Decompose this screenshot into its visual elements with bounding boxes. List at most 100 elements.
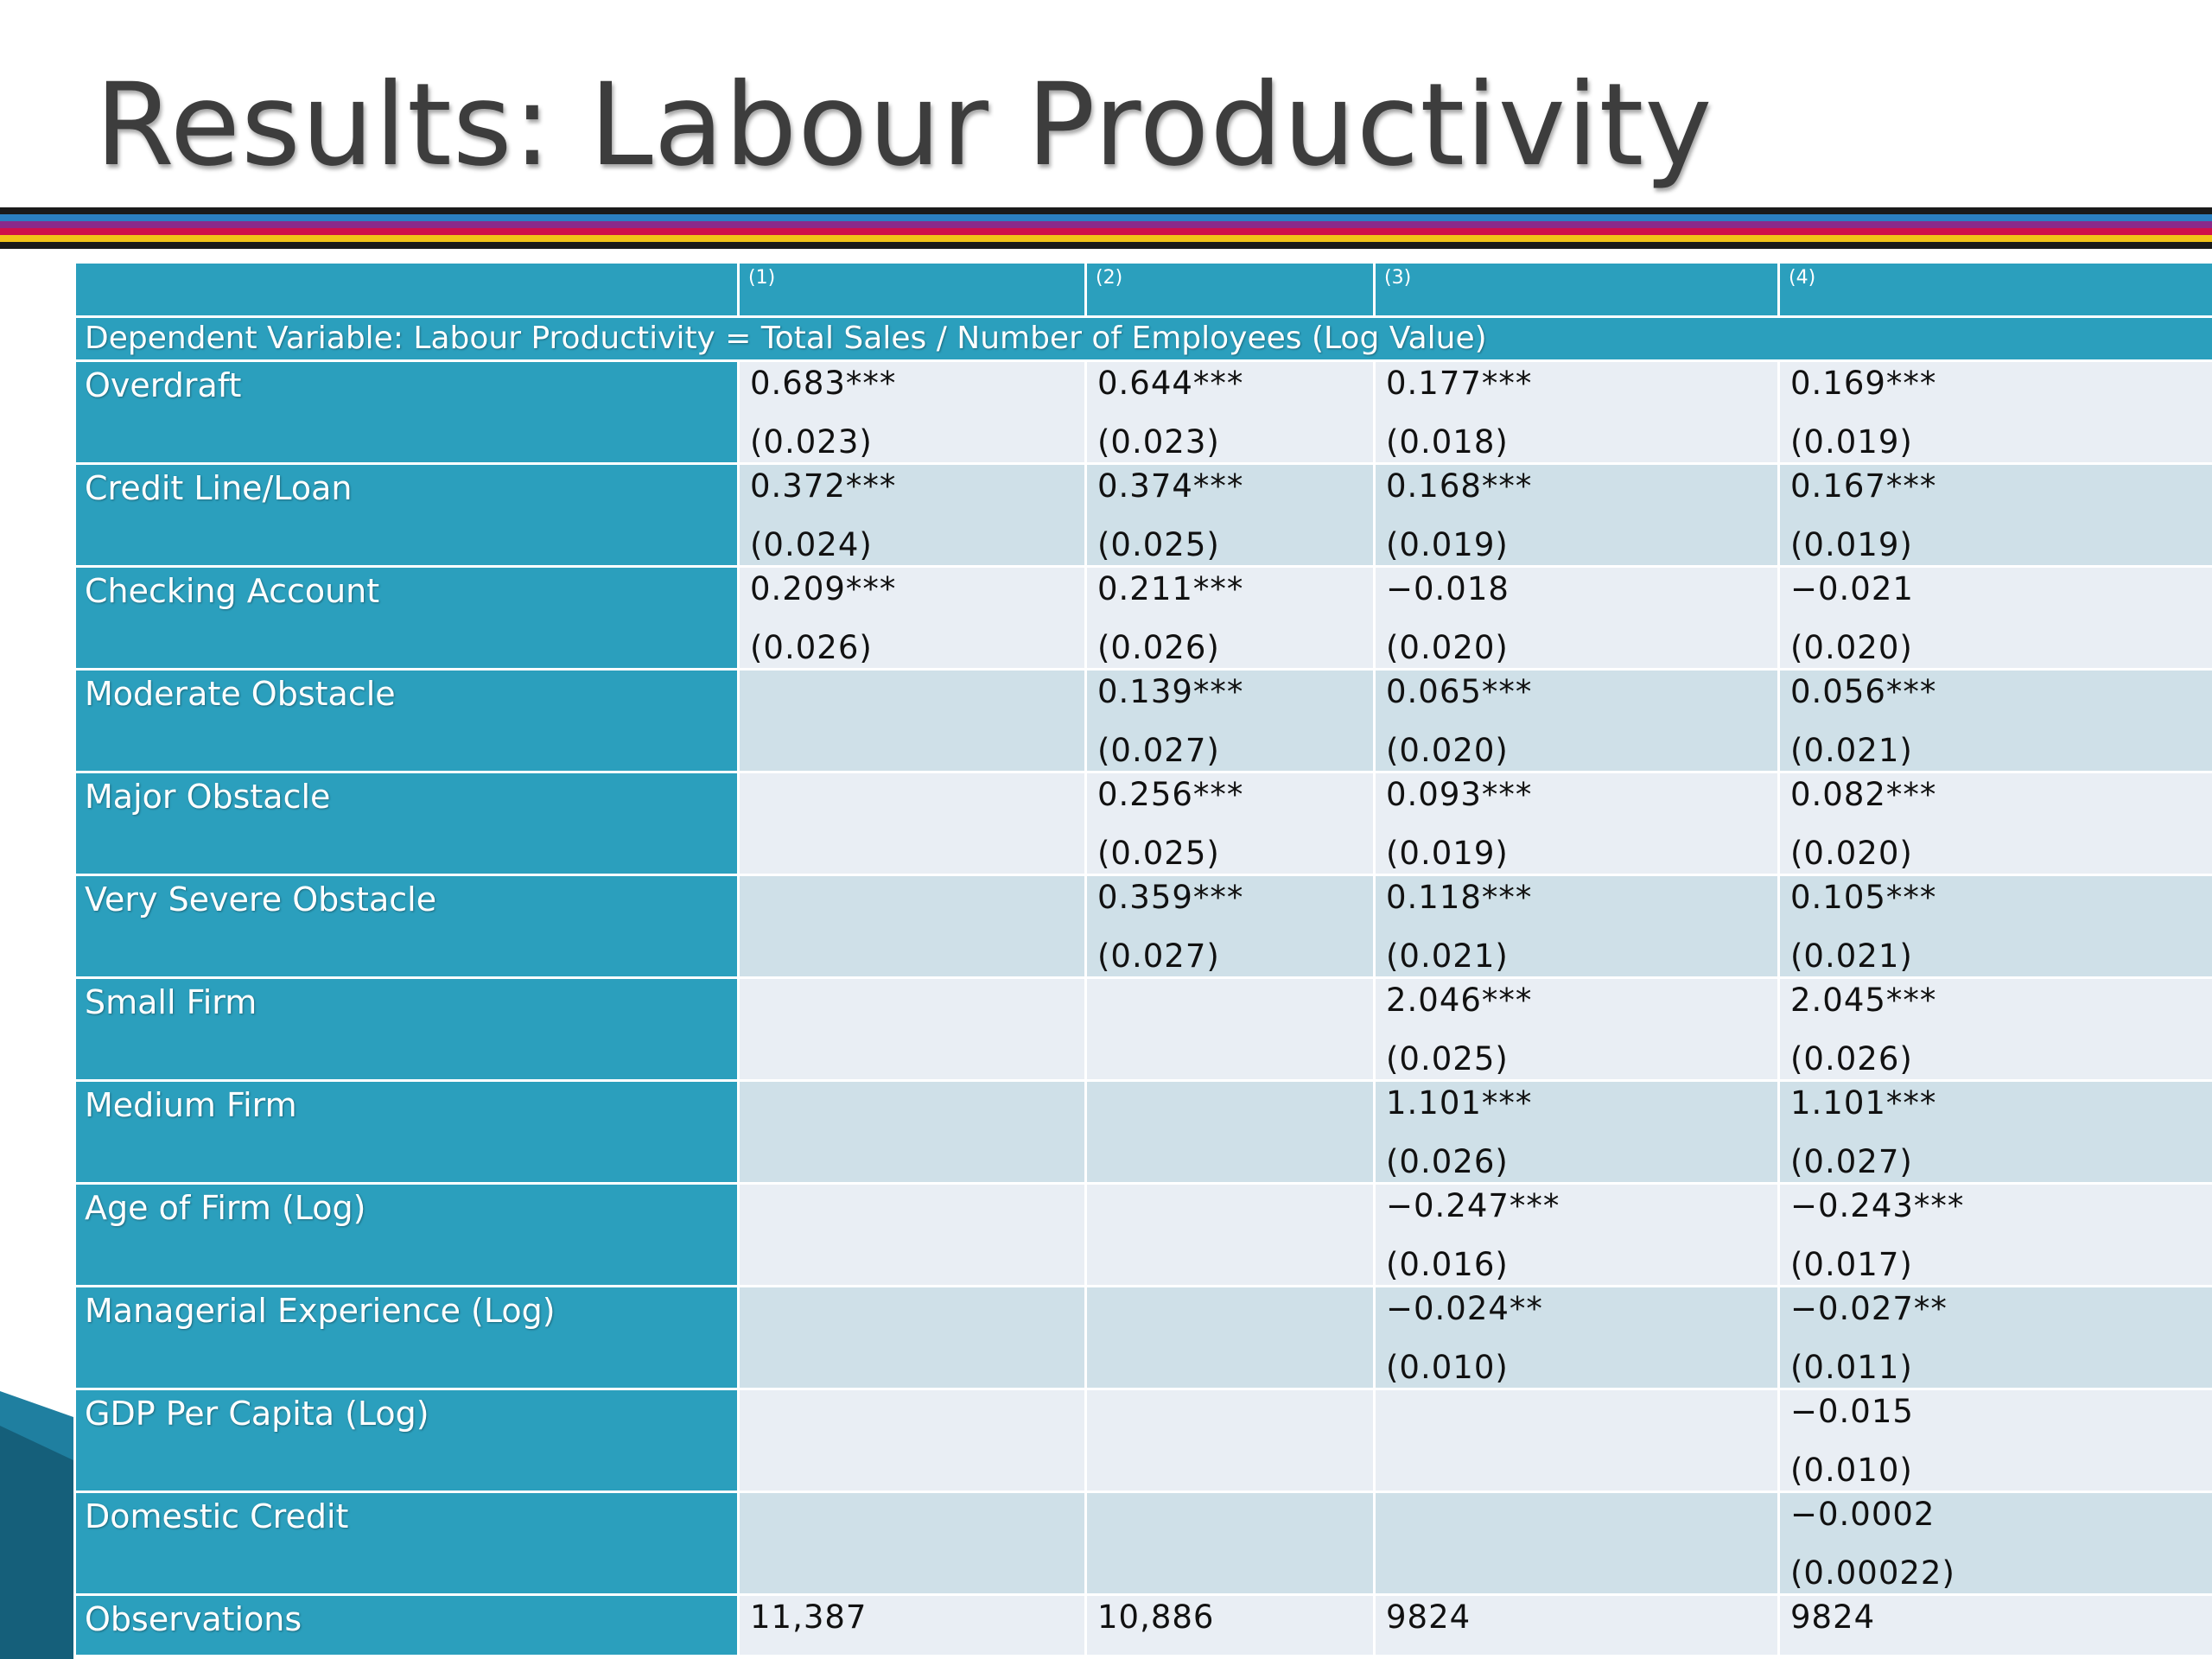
row-label: Major Obstacle — [85, 778, 331, 816]
value-cell: −0.247*** (0.016) — [1373, 1182, 1780, 1287]
row-label: Overdraft — [85, 366, 242, 404]
row-label: Age of Firm (Log) — [85, 1189, 366, 1227]
row-label: Domestic Credit — [85, 1497, 349, 1535]
coefficient — [1376, 1493, 1777, 1495]
row-label: Credit Line/Loan — [85, 469, 353, 507]
coefficient: −0.018 — [1386, 570, 1510, 607]
value-cell — [1084, 1388, 1376, 1493]
coefficient — [740, 1287, 1084, 1289]
coefficient — [740, 1493, 1084, 1495]
value-cell: 0.169*** (0.019) — [1777, 359, 2212, 465]
standard-error: (0.026) — [750, 629, 873, 666]
coefficient — [1087, 1082, 1373, 1084]
row-label-cell: GDP Per Capita (Log) — [73, 1388, 740, 1493]
row-label-cell: Checking Account — [73, 565, 740, 671]
value-cell: 0.209*** (0.026) — [737, 565, 1087, 671]
coefficient — [740, 876, 1084, 878]
column-header: (4) — [1777, 261, 2212, 318]
observations-cell: 11,387 — [737, 1593, 1087, 1657]
coefficient: −0.015 — [1790, 1393, 1914, 1430]
standard-error: (0.027) — [1790, 1143, 1913, 1180]
row-label-cell: Small Firm — [73, 976, 740, 1082]
coefficient: 2.046*** — [1386, 982, 1533, 1019]
value-cell: 1.101*** (0.027) — [1777, 1079, 2212, 1185]
value-cell: 0.644*** (0.023) — [1084, 359, 1376, 465]
value-cell: 0.093*** (0.019) — [1373, 771, 1780, 876]
table-row: Major Obstacle 0.256*** (0.025) 0.093*** (0.… — [73, 771, 2212, 876]
standard-error: (0.00022) — [1790, 1554, 1955, 1592]
value-cell — [1373, 1388, 1780, 1493]
value-cell: 0.683*** (0.023) — [737, 359, 1087, 465]
title-divider-stripes — [0, 207, 2212, 256]
column-number: (2) — [1096, 267, 1123, 289]
table-row: Overdraft 0.683*** (0.023) 0.644*** (0.023) 0… — [73, 359, 2212, 465]
row-label-cell: Overdraft — [73, 359, 740, 465]
coefficient: 0.168*** — [1386, 467, 1533, 505]
dependent-variable-row: Dependent Variable: Labour Productivity … — [73, 315, 2212, 362]
value-cell — [737, 1079, 1087, 1185]
observations-value: 9824 — [1386, 1599, 1471, 1636]
coefficient: 0.211*** — [1097, 570, 1244, 607]
value-cell — [1084, 1182, 1376, 1287]
coefficient — [740, 671, 1084, 672]
coefficient: 0.256*** — [1097, 776, 1244, 813]
table-row: Checking Account 0.209*** (0.026) 0.211*** (… — [73, 565, 2212, 671]
coefficient: 1.101*** — [1790, 1084, 1937, 1122]
row-label: Small Firm — [85, 983, 257, 1021]
standard-error: (0.020) — [1386, 629, 1509, 666]
coefficient — [740, 1185, 1084, 1186]
value-cell: 0.168*** (0.019) — [1373, 462, 1780, 568]
standard-error: (0.010) — [1790, 1452, 1913, 1489]
value-cell — [737, 874, 1087, 979]
table-row: GDP Per Capita (Log) −0.015 (0.010) — [73, 1388, 2212, 1493]
coefficient: 0.167*** — [1790, 467, 1937, 505]
row-label-cell: Credit Line/Loan — [73, 462, 740, 568]
standard-error: (0.021) — [1386, 938, 1509, 975]
value-cell: 0.256*** (0.025) — [1084, 771, 1376, 876]
value-cell: 2.046*** (0.025) — [1373, 976, 1780, 1082]
standard-error: (0.021) — [1790, 938, 1913, 975]
standard-error: (0.023) — [750, 423, 873, 461]
standard-error: (0.020) — [1790, 629, 1913, 666]
coefficient: 0.169*** — [1790, 365, 1937, 402]
value-cell — [1373, 1491, 1780, 1596]
coefficient: 0.683*** — [750, 365, 897, 402]
coefficient: 0.118*** — [1386, 879, 1533, 916]
observations-cell: 10,886 — [1084, 1593, 1376, 1657]
row-label-cell: Age of Firm (Log) — [73, 1182, 740, 1287]
row-label-cell: Observations — [73, 1593, 740, 1657]
value-cell: 0.359*** (0.027) — [1084, 874, 1376, 979]
coefficient: −0.027** — [1790, 1290, 1948, 1327]
row-label: Managerial Experience (Log) — [85, 1292, 556, 1330]
column-header: (2) — [1084, 261, 1376, 318]
value-cell — [737, 976, 1087, 1082]
corner-decoration — [0, 1391, 73, 1659]
value-cell — [737, 1491, 1087, 1596]
value-cell: 0.056*** (0.021) — [1777, 668, 2212, 773]
row-label-cell: Domestic Credit — [73, 1491, 740, 1596]
slide-title: Results: Labour Productivity — [95, 59, 1713, 192]
coefficient: −0.247*** — [1386, 1187, 1560, 1224]
coefficient: −0.021 — [1790, 570, 1914, 607]
value-cell: 0.177*** (0.018) — [1373, 359, 1780, 465]
coefficient: 0.374*** — [1097, 467, 1244, 505]
coefficient — [740, 1390, 1084, 1392]
row-label-cell: Managerial Experience (Log) — [73, 1285, 740, 1390]
coefficient: −0.024** — [1386, 1290, 1543, 1327]
value-cell — [1084, 976, 1376, 1082]
standard-error: (0.026) — [1097, 629, 1220, 666]
value-cell — [737, 771, 1087, 876]
coefficient: −0.0002 — [1790, 1496, 1936, 1533]
standard-error: (0.020) — [1386, 732, 1509, 769]
standard-error: (0.019) — [1386, 526, 1509, 563]
standard-error: (0.010) — [1386, 1349, 1509, 1386]
column-header-row: (1) (2) (3) (4) — [73, 261, 2212, 318]
value-cell: −0.021 (0.020) — [1777, 565, 2212, 671]
observations-value: 9824 — [1790, 1599, 1876, 1636]
standard-error: (0.019) — [1386, 835, 1509, 872]
coefficient: 0.359*** — [1097, 879, 1244, 916]
column-number: (4) — [1789, 267, 1816, 289]
table-row: Small Firm 2.046*** (0.025) 2.045*** (0.026) — [73, 976, 2212, 1082]
coefficient: 0.372*** — [750, 467, 897, 505]
observations-row: Observations 11,387 10,886 9824 9824 — [73, 1593, 2212, 1657]
